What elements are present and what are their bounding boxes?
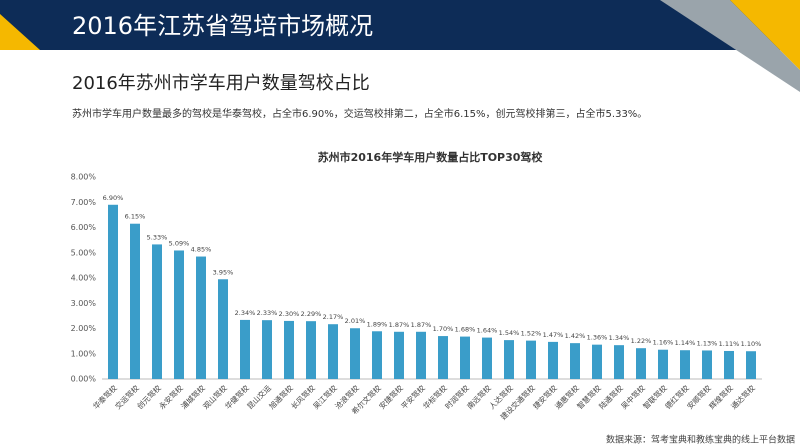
bar — [592, 344, 602, 379]
x-tick-label: 通达驾校 — [729, 382, 758, 411]
bar — [262, 320, 272, 379]
bar — [394, 331, 404, 379]
value-label: 1.36% — [587, 334, 608, 342]
value-label: 1.87% — [389, 321, 410, 329]
bar — [306, 321, 316, 379]
right-accent-yellow — [730, 0, 800, 70]
bar — [526, 340, 536, 379]
y-tick-label: 8.00% — [71, 173, 97, 182]
y-tick-label: 4.00% — [71, 274, 97, 283]
bar — [108, 204, 118, 379]
y-tick-label: 6.00% — [71, 223, 97, 232]
y-tick-label: 7.00% — [71, 198, 97, 207]
bar — [658, 349, 668, 379]
bar — [636, 348, 646, 379]
bar — [548, 341, 558, 379]
value-label: 5.09% — [169, 239, 190, 247]
value-label: 1.11% — [719, 340, 740, 348]
value-label: 1.14% — [675, 339, 696, 347]
value-label: 2.34% — [235, 309, 256, 317]
bar — [130, 223, 140, 379]
header-title: 2016年江苏省驾培市场概况 — [72, 12, 373, 40]
value-label: 1.22% — [631, 337, 652, 345]
bar — [152, 244, 162, 379]
bar — [570, 343, 580, 379]
bar — [240, 319, 250, 379]
value-label: 1.87% — [411, 321, 432, 329]
value-label: 1.34% — [609, 334, 630, 342]
y-tick-label: 1.00% — [71, 349, 97, 358]
bar — [416, 331, 426, 379]
bar — [218, 279, 228, 379]
value-label: 2.30% — [279, 310, 300, 318]
value-label: 2.01% — [345, 317, 366, 325]
value-label: 1.52% — [521, 330, 542, 338]
y-tick-label: 5.00% — [71, 248, 97, 257]
bar — [460, 336, 470, 379]
bar — [372, 331, 382, 379]
value-label: 1.42% — [565, 332, 586, 340]
value-label: 1.10% — [741, 340, 762, 348]
left-accent — [0, 14, 40, 50]
value-label: 6.15% — [125, 213, 146, 221]
bar — [438, 336, 448, 379]
value-label: 5.33% — [147, 233, 168, 241]
value-label: 1.64% — [477, 327, 498, 335]
bar — [680, 350, 690, 379]
bar — [746, 351, 756, 379]
bar — [174, 250, 184, 379]
value-label: 3.95% — [213, 268, 234, 276]
right-accent-gray — [660, 0, 800, 92]
header-band — [0, 0, 800, 50]
value-label: 1.89% — [367, 320, 388, 328]
bar — [350, 328, 360, 379]
y-tick-label: 2.00% — [71, 324, 97, 333]
bar — [614, 345, 624, 379]
source: 数据来源：驾考宝典和教练宝典的线上平台数据 — [606, 434, 795, 446]
value-label: 1.16% — [653, 339, 674, 347]
value-label: 1.70% — [433, 325, 454, 333]
bar — [284, 320, 294, 379]
bar — [328, 324, 338, 379]
bar — [196, 256, 206, 379]
y-tick-label: 0.00% — [71, 375, 97, 384]
chart-title: 苏州市2016年学车用户数量占比TOP30驾校 — [318, 150, 544, 164]
bar — [724, 350, 734, 379]
value-label: 1.68% — [455, 326, 476, 334]
value-label: 1.47% — [543, 331, 564, 339]
description: 苏州市学车用户数量最多的驾校是华泰驾校，占全市6.90%，交运驾校排第二，占全市… — [72, 107, 647, 120]
bar — [482, 337, 492, 379]
value-label: 4.85% — [191, 246, 212, 254]
value-label: 2.17% — [323, 313, 344, 321]
subtitle: 2016年苏州市学车用户数量驾校占比 — [72, 73, 370, 94]
value-label: 6.90% — [103, 194, 124, 202]
value-label: 2.33% — [257, 309, 278, 317]
y-tick-label: 3.00% — [71, 299, 97, 308]
value-label: 1.54% — [499, 329, 520, 337]
value-label: 1.13% — [697, 339, 718, 347]
bar — [504, 340, 514, 379]
bar — [702, 350, 712, 379]
value-label: 2.29% — [301, 310, 322, 318]
